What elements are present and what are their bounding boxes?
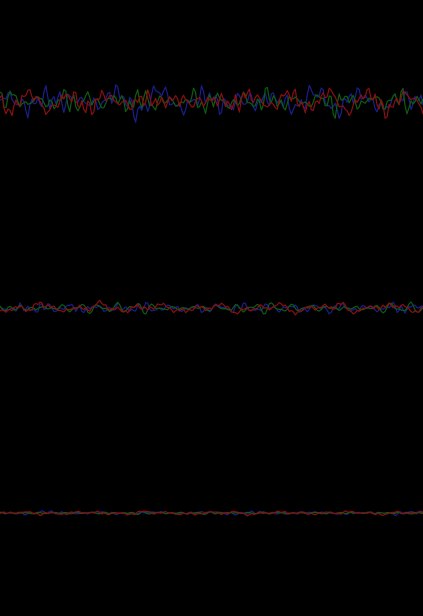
waveform-trace-1-3 bbox=[0, 87, 423, 119]
waveform-panel-2 bbox=[0, 299, 423, 316]
waveform-panels bbox=[0, 84, 423, 517]
waveform-panel-3 bbox=[0, 510, 423, 517]
waveform-trace-2-3 bbox=[0, 299, 423, 316]
waveform-panel-1 bbox=[0, 84, 423, 123]
waveform-trace-3-3 bbox=[0, 510, 423, 517]
